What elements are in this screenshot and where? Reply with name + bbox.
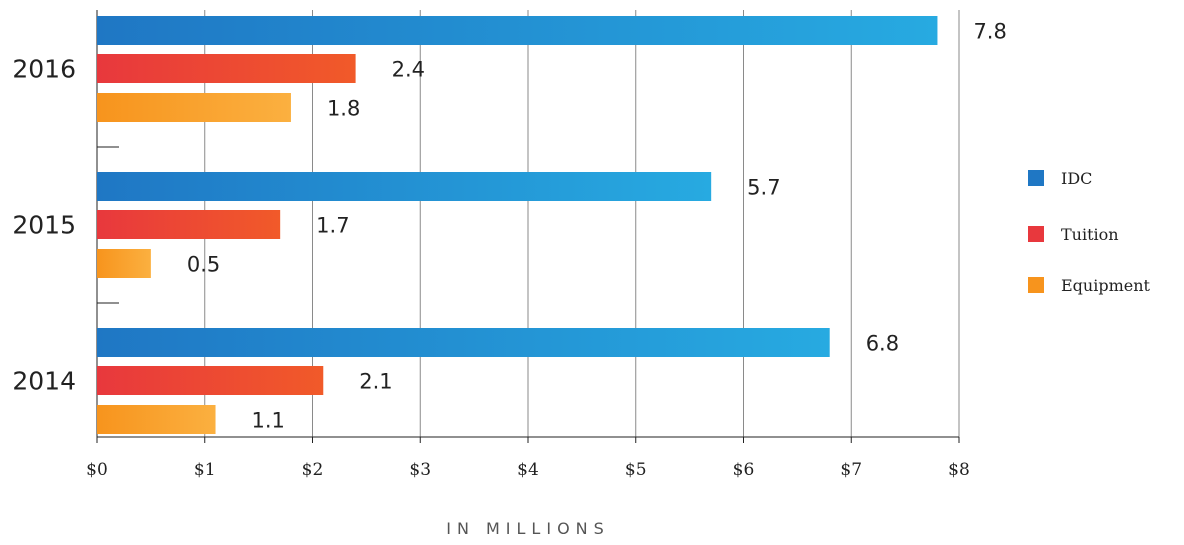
legend: IDC Tuition Equipment	[1028, 169, 1151, 295]
value-label: 1.1	[252, 409, 285, 433]
bar-idc-2016	[97, 16, 938, 45]
bar-tuition-2016	[97, 54, 356, 83]
x-axis-label: IN MILLIONS	[446, 519, 610, 538]
bar-tuition-2014	[97, 366, 324, 395]
x-tick-label: $0	[86, 460, 108, 480]
bar-equipment-2015	[97, 249, 151, 278]
bar-idc-2015	[97, 172, 712, 201]
value-label: 5.7	[747, 176, 780, 200]
bars	[97, 16, 938, 434]
bar-equipment-2014	[97, 405, 216, 434]
category-labels: 2016 2015 2014	[12, 55, 76, 396]
x-tick-label: $2	[302, 460, 324, 480]
category-label: 2016	[12, 55, 76, 84]
value-label: 2.1	[359, 370, 392, 394]
value-label: 0.5	[187, 253, 220, 277]
bar-tuition-2015	[97, 210, 281, 239]
x-tick-label: $3	[409, 460, 431, 480]
value-label: 1.8	[327, 97, 360, 121]
x-tick-labels: $0 $1 $2 $3 $4 $5 $6 $7 $8	[86, 460, 970, 480]
x-tick-label: $5	[625, 460, 647, 480]
legend-swatch-equipment	[1028, 277, 1044, 293]
value-label: 7.8	[973, 20, 1006, 44]
category-label: 2014	[12, 367, 76, 396]
x-tick-label: $6	[733, 460, 755, 480]
category-label: 2015	[12, 211, 76, 240]
bar-equipment-2016	[97, 93, 291, 122]
x-tick-label: $7	[840, 460, 862, 480]
x-tick-label: $8	[948, 460, 970, 480]
legend-swatch-tuition	[1028, 226, 1044, 242]
legend-label-equipment: Equipment	[1061, 276, 1151, 295]
legend-label-idc: IDC	[1061, 169, 1092, 188]
legend-swatch-idc	[1028, 170, 1044, 186]
value-label: 1.7	[316, 214, 349, 238]
value-label: 2.4	[392, 58, 425, 82]
value-labels: 7.8 2.4 1.8 5.7 1.7 0.5 6.8 2.1 1.1	[187, 20, 1007, 433]
value-label: 6.8	[866, 332, 899, 356]
legend-label-tuition: Tuition	[1061, 225, 1119, 244]
x-tick-label: $4	[517, 460, 539, 480]
bar-idc-2014	[97, 328, 830, 357]
x-tick-label: $1	[194, 460, 216, 480]
